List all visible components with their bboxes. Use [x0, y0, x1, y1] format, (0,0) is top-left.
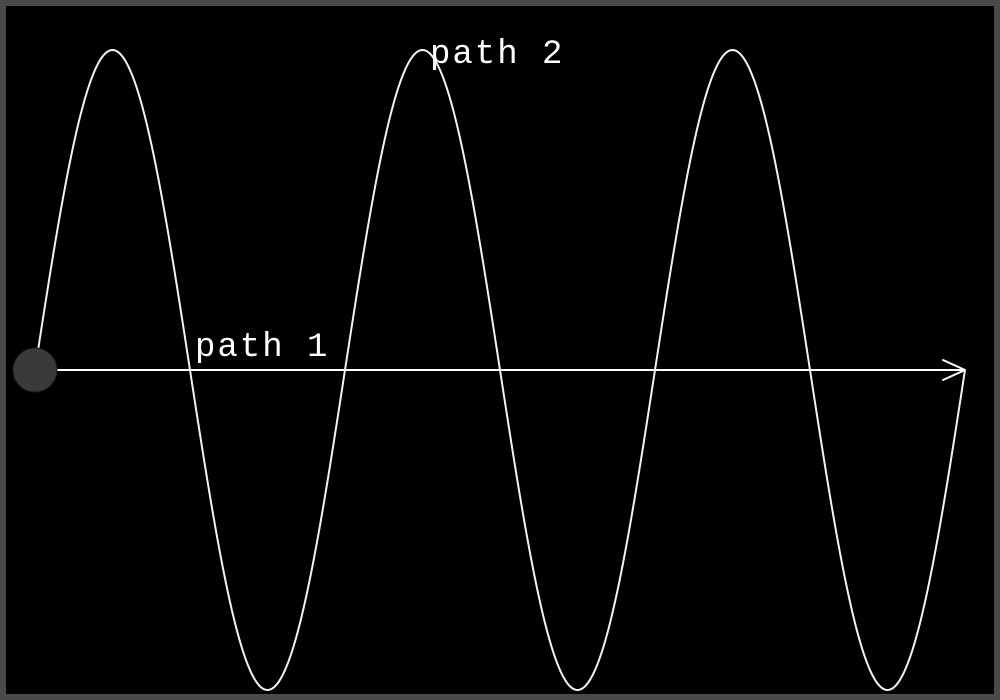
path1-label: path 1	[195, 329, 329, 367]
frame-border	[0, 0, 1000, 700]
path2-label: path 2	[430, 36, 564, 74]
diagram-canvas: path 1 path 2	[0, 0, 1000, 700]
